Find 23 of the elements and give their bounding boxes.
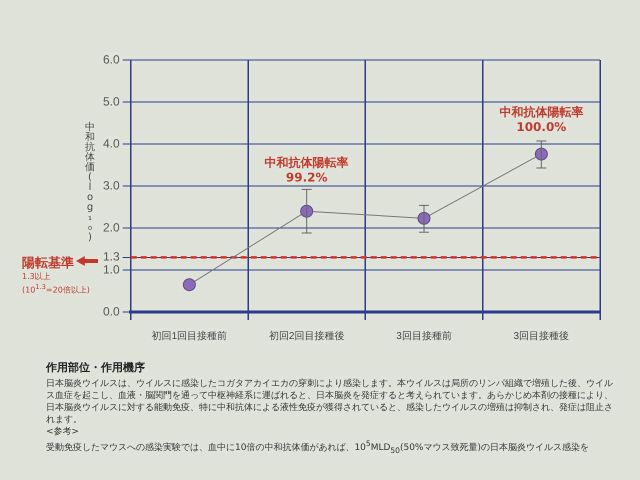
y-tick-label: 1.3 [102,250,120,264]
y-tick-label: 1.0 [102,262,120,276]
x-tick-label: 3回目接種前 [396,330,452,342]
y-tick-label: 4.0 [102,136,120,150]
x-tick-label: 初回2回目接種後 [268,330,344,342]
text: 1.3以上 [22,272,52,282]
y-tick-label: 2.0 [102,220,120,234]
text: (10$^{1.3}$=20倍以上) [22,282,90,296]
text: 中和抗体価(log₁₀) [85,122,95,243]
text: <参考> [46,426,80,438]
text: 作用部位・作用機序 [46,361,146,374]
x-tick-label: 3回目接種後 [514,330,570,342]
y-tick-label: 5.0 [102,94,120,108]
x-tick-label: 初回1回目接種前 [152,330,228,342]
y-tick-label: 6.0 [102,52,120,66]
annotation: 中和抗体陽転率 99.2% [264,156,349,185]
annotation: 中和抗体陽転率 100.0% [499,105,584,134]
text: 受動免疫したマウスへの感染実験では、血中に10倍の中和抗体価があれば、10$^{5}$MLD$_{50}$(50%マウス致死量)の日本脳炎ウイルス感染を [46,438,590,457]
y-tick-label: 0.0 [102,304,120,318]
ref-line-label: 陽転基準 [22,255,75,272]
point [182,278,196,292]
y-tick-label: 3.0 [102,178,120,192]
text: 日本脳炎ウイルスは、ウイルスに感染したコガタアカイエカの穿刺により感染します。本ウイルスは局所のリンパ組織で増殖した後、ウイルス血症を起こし、血液・脳関門を通って中枢神経系に運ばれると、日本脳炎を発症すると考えられています。あらかじめ本剤の接種により、日本脳炎ウイルスに対する能動免疫、特に中和抗体による液性免疫が獲得されていると、感染したウイルスの増殖は抑制され、発症は阻止されます。 [46,378,614,426]
